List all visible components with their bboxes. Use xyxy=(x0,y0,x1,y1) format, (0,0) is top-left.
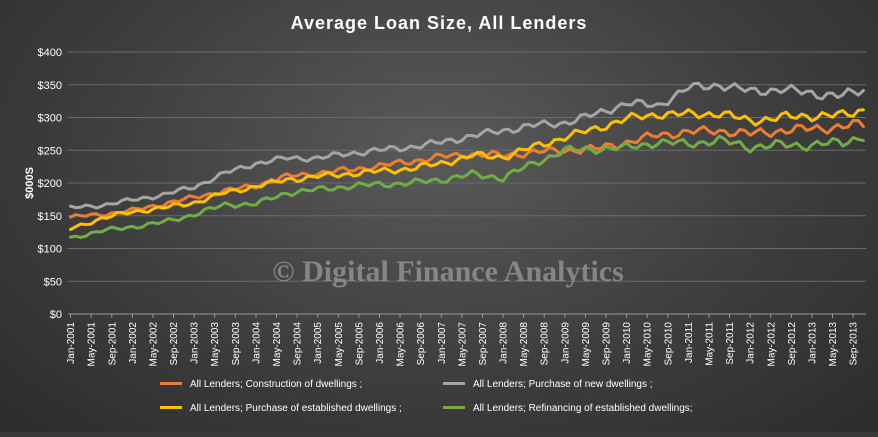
series-line xyxy=(69,108,865,231)
series-lines xyxy=(69,81,865,239)
x-tick-label: May-2011 xyxy=(704,322,715,366)
watermark: © Digital Finance Analytics xyxy=(272,255,624,288)
x-tick-label: Jan-2007 xyxy=(437,322,448,364)
x-tick-label: Sep-2006 xyxy=(416,322,427,366)
y-tick-label: $300 xyxy=(38,113,62,125)
y-tick-label: $150 xyxy=(38,211,62,223)
x-tick-label: May-2012 xyxy=(766,322,777,367)
legend: All Lenders; Construction of dwellings ;… xyxy=(160,379,693,414)
x-tick-label: Jan-2010 xyxy=(622,322,633,364)
x-tick-label: May-2010 xyxy=(643,322,654,367)
x-tick-label: Sep-2010 xyxy=(663,322,674,366)
y-axis-label: $000S xyxy=(24,167,36,199)
x-tick-label: Sep-2013 xyxy=(849,322,860,366)
x-tick-label: May-2008 xyxy=(519,322,530,367)
y-tick-label: $400 xyxy=(38,47,62,59)
x-tick-label: Sep-2003 xyxy=(231,322,242,366)
x-tick-label: Sep-2012 xyxy=(787,322,798,366)
x-tick-label: Sep-2009 xyxy=(602,322,613,366)
x-tick-label: Sep-2002 xyxy=(169,322,180,366)
x-tick-label: Jan-2013 xyxy=(807,322,818,364)
y-axis: $0 $50 $100 $150 $200 $250 $300 $350 $400 xyxy=(38,47,62,321)
x-tick-label: Jan-2001 xyxy=(66,322,77,364)
y-tick-label: $0 xyxy=(50,309,62,321)
y-tick-label: $100 xyxy=(38,244,62,256)
legend-entry: All Lenders; Construction of dwellings ; xyxy=(190,379,362,390)
x-tick-label: Sep-2007 xyxy=(478,322,489,366)
x-tick-label: May-2005 xyxy=(334,322,345,367)
x-tick-label: Sep-2001 xyxy=(107,322,118,366)
x-tick-label: Jan-2002 xyxy=(128,322,139,364)
x-tick-label: Sep-2004 xyxy=(293,322,304,366)
x-tick-label: Jan-2004 xyxy=(251,322,262,364)
x-tick-label: Sep-2005 xyxy=(354,322,365,366)
x-tick-label: May-2007 xyxy=(457,322,468,367)
chart-title: Average Loan Size, All Lenders xyxy=(291,13,588,33)
x-axis: Jan-2001 May-2001 Sep-2001 Jan-2002 May-2002… xyxy=(66,314,860,366)
y-tick-label: $350 xyxy=(38,80,62,92)
legend-entry: All Lenders; Purchase of established dwe… xyxy=(190,403,402,414)
x-tick-label: May-2006 xyxy=(396,322,407,367)
x-tick-label: May-2001 xyxy=(87,322,98,367)
series-line xyxy=(69,134,865,239)
x-tick-label: Jan-2008 xyxy=(499,322,510,364)
x-tick-label: May-2002 xyxy=(148,322,159,367)
x-tick-label: May-2013 xyxy=(828,322,839,367)
x-tick-label: May-2004 xyxy=(272,322,283,367)
series-line xyxy=(69,81,865,210)
legend-entry: All Lenders; Purchase of new dwellings ; xyxy=(473,379,653,390)
x-tick-label: Jan-2003 xyxy=(190,322,201,364)
y-tick-label: $250 xyxy=(38,145,62,157)
y-tick-label: $50 xyxy=(44,276,62,288)
x-tick-label: May-2003 xyxy=(210,322,221,367)
x-tick-label: Sep-2008 xyxy=(540,322,551,366)
x-tick-label: Jan-2005 xyxy=(313,322,324,364)
x-tick-label: Jan-2009 xyxy=(560,322,571,364)
x-tick-label: Jan-2006 xyxy=(375,322,386,364)
x-tick-label: Sep-2011 xyxy=(725,322,736,365)
y-tick-label: $200 xyxy=(38,178,62,190)
x-tick-label: Jan-2012 xyxy=(746,322,757,364)
x-tick-label: May-2009 xyxy=(581,322,592,367)
x-tick-label: Jan-2011 xyxy=(684,322,695,363)
legend-entry: All Lenders; Refinancing of established … xyxy=(473,403,693,414)
